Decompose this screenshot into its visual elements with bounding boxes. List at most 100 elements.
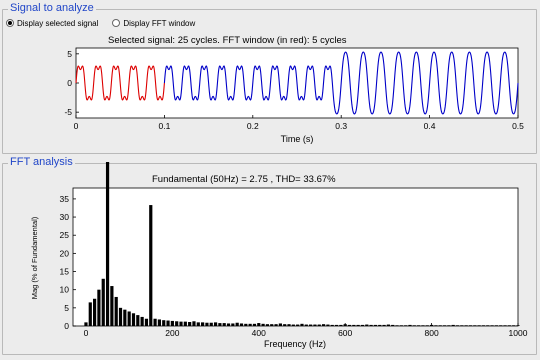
fft-bar <box>213 322 218 326</box>
fft-bar <box>261 323 265 326</box>
signal-x-axis-label: Time (s) <box>281 134 314 144</box>
fft-bar <box>300 323 304 326</box>
fft-bar <box>239 323 244 326</box>
fft-bar <box>270 324 274 326</box>
fft-bar <box>248 323 252 326</box>
fft-bar <box>235 322 239 326</box>
fft-bar <box>477 325 481 326</box>
fft-x-tick-label: 0 <box>84 328 89 338</box>
fft-bar <box>231 323 235 326</box>
fft-window-signal-line <box>75 65 165 101</box>
fft-y-tick-label: 5 <box>64 303 69 313</box>
fft-x-tick-label: 200 <box>165 328 179 338</box>
fft-bar <box>188 322 192 326</box>
display-fft-radio[interactable] <box>112 19 121 27</box>
fft-bar <box>369 324 373 326</box>
fft-bar <box>460 325 464 326</box>
fft-bar <box>101 278 105 326</box>
fft-bar <box>378 324 382 326</box>
fft-plot-title: Fundamental (50Hz) = 2.75 , THD= 33.67% <box>152 174 336 185</box>
signal-x-tick-label: 0.3 <box>335 121 347 131</box>
fft-bar <box>162 320 166 326</box>
fft-x-tick-label: 600 <box>338 328 352 338</box>
fft-bar <box>88 302 92 326</box>
signal-x-tick-label: 0.5 <box>512 121 524 131</box>
fft-bar <box>494 325 498 326</box>
fft-bar <box>512 325 516 326</box>
fft-bar <box>110 286 114 326</box>
fft-bar <box>183 321 187 326</box>
fft-bar <box>455 325 460 326</box>
fft-bar <box>425 325 429 326</box>
fft-bar <box>404 325 408 326</box>
fft-bar <box>347 324 352 326</box>
fft-bar <box>490 325 494 326</box>
signal-y-tick-label: -5 <box>64 107 72 117</box>
fft-bar <box>218 323 222 326</box>
signal-line <box>331 51 519 115</box>
fft-bar <box>93 298 97 326</box>
display-signal-radio[interactable] <box>6 19 14 27</box>
signal-x-tick-label: 0.1 <box>158 121 170 131</box>
fft-bar <box>421 325 425 326</box>
fft-plot-area <box>72 187 519 327</box>
signal-x-tick-label: 0 <box>74 121 79 131</box>
fft-bar <box>153 318 157 326</box>
fft-bar <box>386 324 390 326</box>
fft-bar <box>291 324 295 326</box>
fft-bar <box>226 323 231 326</box>
fft-bar <box>265 324 270 326</box>
fft-bar <box>140 316 144 326</box>
fft-bar <box>399 325 403 326</box>
fft-bar <box>131 313 136 326</box>
fft-bar <box>278 323 282 326</box>
fft-panel <box>2 163 537 355</box>
fft-bar <box>127 311 131 326</box>
fft-bar <box>304 324 308 326</box>
signal-x-tick-label: 0.4 <box>424 121 436 131</box>
fft-bar <box>503 325 507 326</box>
fft-panel-legend: FFT analysis <box>8 156 75 168</box>
fft-bar <box>481 325 486 326</box>
display-mode-radio-group: Display selected signal Display FFT wind… <box>6 17 209 29</box>
signal-panel <box>2 9 537 154</box>
fft-bar <box>136 315 140 326</box>
fft-bar <box>451 324 455 326</box>
fft-bar <box>114 296 118 326</box>
fft-bar <box>382 324 386 326</box>
fft-bar <box>118 307 123 326</box>
fft-bar <box>395 325 399 326</box>
signal-y-tick-label: 0 <box>67 78 72 88</box>
fft-bar <box>313 324 317 326</box>
fft-bar <box>144 318 149 326</box>
fft-bar <box>252 323 257 326</box>
fft-y-tick-label: 20 <box>60 248 70 258</box>
fft-bar <box>309 324 313 326</box>
fft-bar <box>486 325 490 326</box>
fft-bar <box>442 325 447 326</box>
fft-x-tick-label: 800 <box>424 328 438 338</box>
fft-y-tick-label: 25 <box>60 230 70 240</box>
fft-bar <box>274 324 278 326</box>
signal-x-tick-label: 0.2 <box>247 121 259 131</box>
display-signal-radio-label[interactable]: Display selected signal <box>17 18 99 28</box>
fft-bar <box>352 324 356 326</box>
fft-bar <box>192 321 196 326</box>
fft-bar <box>365 324 369 326</box>
fft-bar <box>356 324 360 326</box>
display-fft-radio-label[interactable]: Display FFT window <box>123 18 196 28</box>
fft-bar <box>408 324 412 326</box>
fft-y-tick-label: 15 <box>60 267 70 277</box>
fft-bar <box>166 320 170 326</box>
fft-x-tick-label: 400 <box>252 328 266 338</box>
fft-bar <box>373 324 378 326</box>
fft-bar <box>412 325 416 326</box>
fft-bar <box>222 323 226 326</box>
fft-y-tick-label: 30 <box>60 212 70 222</box>
fft-bar <box>283 324 287 326</box>
fft-bar <box>157 319 162 326</box>
fft-bar <box>105 162 110 326</box>
fft-bar <box>473 325 477 326</box>
signal-panel-legend: Signal to analyze <box>8 2 96 14</box>
